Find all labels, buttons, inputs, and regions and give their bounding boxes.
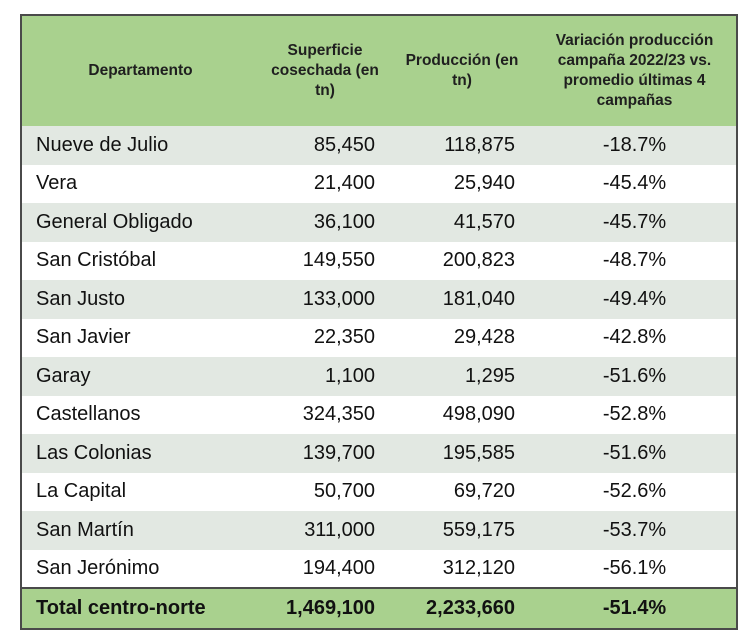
cell-variacion: -53.7% bbox=[602, 518, 667, 541]
cell-superficie: 311,000 bbox=[304, 518, 375, 541]
cell-departamento: San Jerónimo bbox=[36, 556, 160, 579]
cell-variacion: -49.4% bbox=[602, 287, 667, 310]
cell-produccion: 41,570 bbox=[453, 210, 515, 233]
cell-departamento: San Cristóbal bbox=[36, 249, 157, 272]
cell-variacion: -56.1% bbox=[602, 556, 667, 579]
cell-variacion: -18.7% bbox=[602, 133, 667, 156]
cell-superficie: 22,350 bbox=[313, 326, 375, 349]
header-variacion: Variación producción campaña 2022/23 vs.… bbox=[555, 32, 714, 109]
cell-variacion: -51.6% bbox=[602, 364, 667, 387]
total-variacion: -51.4% bbox=[602, 597, 667, 619]
cell-variacion: -42.8% bbox=[602, 326, 667, 349]
cell-departamento: San Justo bbox=[36, 287, 125, 310]
cell-departamento: La Capital bbox=[36, 480, 127, 503]
cell-variacion: -45.4% bbox=[602, 172, 667, 195]
table-row: Castellanos 324,350 498,090 -52.8% bbox=[22, 396, 736, 435]
cell-produccion: 25,940 bbox=[453, 172, 515, 195]
cell-superficie: 149,550 bbox=[302, 249, 375, 272]
table-row: Vera 21,400 25,940 -45.4% bbox=[22, 165, 736, 204]
cell-departamento: Garay bbox=[36, 364, 91, 387]
cell-variacion: -48.7% bbox=[602, 249, 667, 272]
cell-departamento: Las Colonias bbox=[36, 441, 152, 464]
cell-variacion: -51.6% bbox=[602, 441, 667, 464]
table-row: San Javier 22,350 29,428 -42.8% bbox=[22, 319, 736, 358]
cell-produccion: 498,090 bbox=[442, 403, 515, 426]
total-departamento: Total centro-norte bbox=[36, 597, 206, 619]
cell-variacion: -45.7% bbox=[602, 210, 667, 233]
cell-departamento: Castellanos bbox=[36, 403, 141, 426]
total-superficie: 1,469,100 bbox=[286, 597, 375, 619]
cell-departamento: San Martín bbox=[36, 518, 134, 541]
cell-departamento: San Javier bbox=[36, 326, 131, 349]
table-body: Nueve de Julio 85,450 118,875 -18.7% Vera 21,… bbox=[22, 126, 736, 588]
header-superficie: Superficie cosechada (en tn) bbox=[271, 42, 379, 99]
table-row: General Obligado 36,100 41,570 -45.7% bbox=[22, 203, 736, 242]
cell-produccion: 559,175 bbox=[442, 518, 515, 541]
cell-produccion: 312,120 bbox=[442, 556, 515, 579]
header-row: Departamento Superficie cosechada (en tn… bbox=[22, 16, 736, 126]
header-departamento: Departamento bbox=[88, 62, 193, 79]
table-row: San Justo 133,000 181,040 -49.4% bbox=[22, 280, 736, 319]
total-produccion: 2,233,660 bbox=[426, 597, 515, 619]
total-row: Total centro-norte 1,469,100 2,233,660 -… bbox=[22, 588, 736, 628]
cell-superficie: 324,350 bbox=[302, 403, 375, 426]
cell-produccion: 1,295 bbox=[464, 364, 515, 387]
production-table: Departamento Superficie cosechada (en tn… bbox=[22, 16, 736, 628]
cell-produccion: 181,040 bbox=[442, 287, 515, 310]
cell-departamento: Nueve de Julio bbox=[36, 133, 169, 156]
cell-produccion: 200,823 bbox=[442, 249, 515, 272]
cell-superficie: 133,000 bbox=[302, 287, 375, 310]
cell-variacion: -52.6% bbox=[602, 480, 667, 503]
cell-produccion: 29,428 bbox=[453, 326, 515, 349]
cell-superficie: 21,400 bbox=[313, 172, 375, 195]
cell-superficie: 194,400 bbox=[302, 556, 375, 579]
table-row: Las Colonias 139,700 195,585 -51.6% bbox=[22, 434, 736, 473]
cell-produccion: 195,585 bbox=[442, 441, 515, 464]
cell-departamento: Vera bbox=[36, 172, 78, 195]
table-row: San Cristóbal 149,550 200,823 -48.7% bbox=[22, 242, 736, 281]
cell-superficie: 139,700 bbox=[302, 441, 375, 464]
cell-superficie: 50,700 bbox=[313, 480, 375, 503]
table-row: La Capital 50,700 69,720 -52.6% bbox=[22, 473, 736, 512]
cell-departamento: General Obligado bbox=[36, 210, 193, 233]
cell-variacion: -52.8% bbox=[602, 403, 667, 426]
cell-produccion: 69,720 bbox=[453, 480, 515, 503]
table-row: San Jerónimo 194,400 312,120 -56.1% bbox=[22, 550, 736, 589]
table-row: Garay 1,100 1,295 -51.6% bbox=[22, 357, 736, 396]
cell-superficie: 85,450 bbox=[313, 133, 375, 156]
cell-superficie: 36,100 bbox=[313, 210, 375, 233]
production-table-frame: Departamento Superficie cosechada (en tn… bbox=[20, 14, 738, 630]
table-row: Nueve de Julio 85,450 118,875 -18.7% bbox=[22, 126, 736, 165]
cell-produccion: 118,875 bbox=[444, 133, 515, 156]
cell-superficie: 1,100 bbox=[324, 364, 375, 387]
table-row: San Martín 311,000 559,175 -53.7% bbox=[22, 511, 736, 550]
header-produccion: Producción (en tn) bbox=[405, 52, 519, 89]
